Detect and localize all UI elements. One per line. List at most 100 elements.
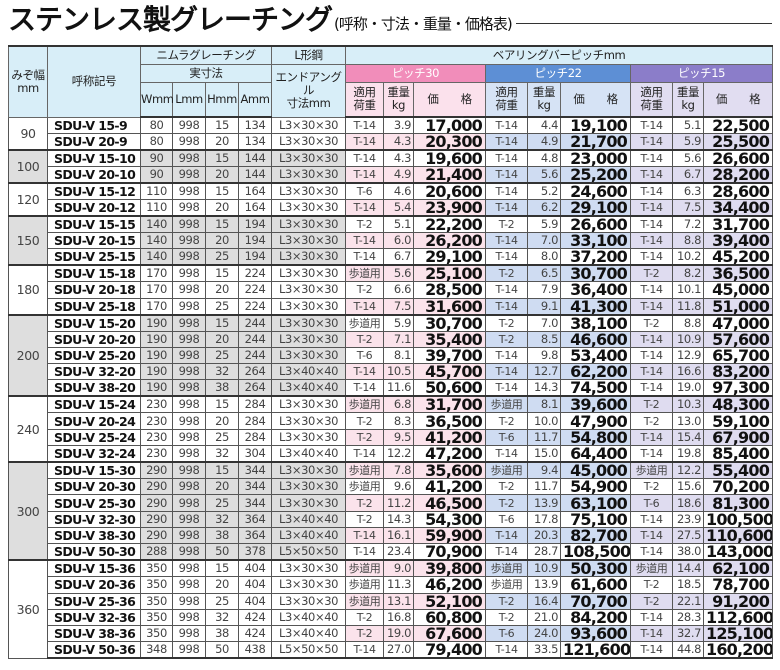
cell-p30-kg: 19.0 — [383, 625, 415, 643]
cell-p15-price: 57,600 — [703, 330, 774, 348]
cell-a: 164 — [237, 199, 273, 217]
cell-p22-price: 30,700 — [560, 264, 632, 283]
cell-p15-load: T-14 — [630, 133, 674, 151]
cell-a: 304 — [237, 445, 273, 463]
cell-code: SDU-V 32-30 — [47, 510, 141, 528]
cell-p22-kg: 10.0 — [527, 412, 562, 430]
cell-p30-kg: 9.0 — [383, 559, 415, 578]
header-p30-load: 適用 荷重 — [345, 81, 385, 118]
cell-p15-kg: 18.5 — [672, 576, 705, 594]
cell-p15-price: 78,700 — [703, 576, 774, 594]
cell-end-angle: L3×30×30 — [271, 559, 347, 578]
cell-h: 25 — [205, 346, 239, 365]
cell-l: 998 — [172, 592, 206, 610]
cell-p22-kg: 8.5 — [527, 330, 562, 348]
page-title: ステンレス製グレーチング (呼称・寸法・重量・価格表) — [8, 2, 772, 38]
cell-p30-load: T-2 — [345, 494, 385, 512]
cell-l: 998 — [172, 641, 206, 660]
cell-p22-price: 93,600 — [560, 625, 632, 643]
title-sub: (呼称・寸法・重量・価格表) — [334, 15, 513, 33]
cell-w: 190 — [140, 330, 173, 348]
header-p15-load: 適用 荷重 — [630, 81, 674, 118]
cell-p30-load: T-14 — [345, 526, 385, 545]
cell-p30-load: T-14 — [345, 297, 385, 316]
cell-end-angle: L3×40×40 — [271, 379, 347, 397]
cell-p30-kg: 3.9 — [383, 116, 415, 134]
cell-p30-price: 41,200 — [413, 478, 487, 496]
cell-w: 140 — [140, 248, 173, 266]
cell-end-angle: L3×30×30 — [271, 576, 347, 594]
cell-p30-load: T-14 — [345, 166, 385, 184]
cell-w: 90 — [140, 149, 173, 167]
cell-p15-price: 31,700 — [703, 215, 774, 233]
cell-p22-load: T-14 — [485, 445, 529, 463]
cell-p15-price: 28,600 — [703, 182, 774, 200]
cell-p22-price: 21,700 — [560, 133, 632, 151]
cell-p15-load: T-14 — [630, 248, 674, 266]
cell-l: 998 — [172, 297, 206, 316]
cell-a: 244 — [237, 330, 273, 348]
cell-p30-load: 歩道用 — [345, 461, 385, 480]
cell-p30-price: 50,600 — [413, 379, 487, 397]
cell-p30-kg: 11.3 — [383, 576, 415, 594]
cell-p15-price: 97,300 — [703, 379, 774, 397]
cell-p30-kg: 6.6 — [383, 281, 415, 299]
cell-p15-load: T-14 — [630, 182, 674, 200]
cell-p30-load: T-2 — [345, 281, 385, 299]
cell-w: 170 — [140, 281, 173, 299]
cell-p22-price: 54,900 — [560, 478, 632, 496]
header-p30-kg: 重量 kg — [383, 81, 415, 118]
cell-p30-load: T-2 — [345, 215, 385, 233]
cell-p30-kg: 13.1 — [383, 592, 415, 610]
cell-p22-load: T-2 — [485, 215, 529, 233]
cell-p22-price: 63,100 — [560, 494, 632, 512]
cell-h: 20 — [205, 231, 239, 250]
cell-code: SDU-V 15-12 — [47, 182, 141, 200]
cell-p30-kg: 8.1 — [383, 346, 415, 365]
cell-p15-kg: 5.1 — [672, 116, 705, 134]
cell-p30-price: 67,600 — [413, 625, 487, 643]
cell-p15-kg: 22.1 — [672, 592, 705, 610]
cell-p15-kg: 44.8 — [672, 641, 705, 660]
cell-p15-price: 100,500 — [703, 510, 774, 528]
cell-w: 80 — [140, 133, 173, 151]
table-row: SDU-V 25-15 140 998 25 194 L3×30×30 T-14 6.7 29,… — [9, 248, 774, 266]
header-pitch30: ピッチ30 — [345, 63, 487, 83]
cell-p15-load: T-14 — [630, 510, 674, 528]
cell-l: 998 — [172, 363, 206, 381]
cell-p15-kg: 14.4 — [672, 559, 705, 578]
cell-p30-kg: 7.5 — [383, 297, 415, 316]
cell-code: SDU-V 25-30 — [47, 494, 141, 512]
table-row: 200 SDU-V 15-20 190 998 15 244 L3×30×30 歩道用 5.9 3… — [8, 313, 774, 397]
cell-end-angle: L3×40×40 — [271, 510, 347, 528]
cell-a: 438 — [237, 641, 273, 660]
cell-p30-load: T-14 — [345, 133, 385, 151]
cell-p15-load: T-14 — [630, 363, 674, 381]
header-p22-kg: 重量 kg — [527, 81, 562, 118]
table-row: SDU-V 25-18 170 998 25 224 L3×30×30 T-14 7.5 31,… — [9, 297, 774, 316]
header-angle: エンドアングル 寸法mm — [271, 63, 347, 118]
cell-end-angle: L3×30×30 — [271, 281, 347, 299]
table-row: SDU-V 20-12 110 998 20 164 L3×30×30 T-14 5.4 23,… — [9, 199, 774, 217]
cell-p30-price: 31,600 — [413, 297, 487, 316]
cell-p22-price: 37,200 — [560, 248, 632, 266]
cell-p30-price: 59,900 — [413, 526, 487, 545]
cell-w: 140 — [140, 231, 173, 250]
cell-p15-price: 160,200 — [703, 641, 774, 660]
cell-end-angle: L3×30×30 — [271, 428, 347, 447]
cell-p22-load: T-14 — [485, 231, 529, 250]
cell-p15-kg: 19.8 — [672, 445, 705, 463]
cell-w: 190 — [140, 363, 173, 381]
cell-p15-load: T-2 — [630, 592, 674, 610]
cell-code: SDU-V 20-18 — [47, 281, 141, 299]
cell-p30-load: 歩道用 — [345, 395, 385, 414]
cell-p30-load: 歩道用 — [345, 478, 385, 496]
cell-a: 364 — [237, 526, 273, 545]
cell-width: 300 — [8, 461, 48, 561]
cell-p22-price: 39,600 — [560, 395, 632, 414]
cell-p30-price: 52,100 — [413, 592, 487, 610]
cell-p15-load: T-14 — [630, 346, 674, 365]
cell-a: 344 — [237, 461, 273, 480]
cell-p30-price: 20,600 — [413, 182, 487, 200]
table-row: SDU-V 32-24 230 998 32 304 L3×40×40 T-14 12.2 47… — [9, 445, 774, 463]
